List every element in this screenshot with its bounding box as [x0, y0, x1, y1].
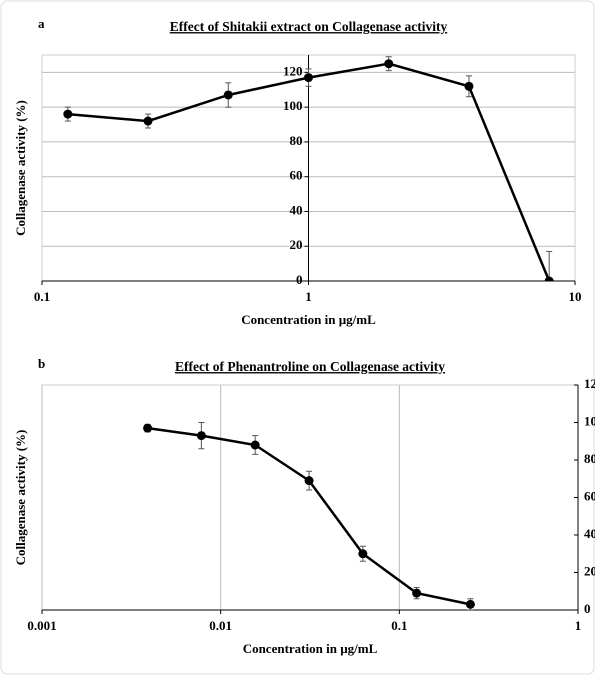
y-tick-label: 40: [290, 202, 303, 217]
y-tick-label: 80: [584, 451, 595, 466]
x-tick-label: 1: [575, 618, 582, 633]
data-point: [143, 423, 153, 433]
data-point: [250, 440, 260, 450]
y-axis-label: Collagenase activity (%): [13, 430, 28, 566]
x-axis-label: Concentration in µg/mL: [243, 641, 378, 656]
y-tick-label: 20: [290, 237, 303, 252]
data-point: [358, 549, 368, 559]
x-tick-label: 0.01: [209, 618, 232, 633]
chart-title: Effect of Phenantroline on Collagenase a…: [175, 359, 445, 374]
data-point: [464, 81, 474, 91]
y-tick-label: 100: [584, 413, 595, 428]
data-point: [465, 599, 475, 609]
data-layer: [143, 422, 475, 610]
y-tick-label: 80: [290, 133, 303, 148]
data-point: [196, 431, 206, 441]
chart-title: Effect of Shitakii extract on Collagenas…: [170, 19, 448, 34]
x-tick-label: 0.1: [391, 618, 407, 633]
y-tick-label: 120: [283, 63, 303, 78]
y-tick-label: 60: [584, 488, 595, 503]
y-axis-label: Collagenase activity (%): [13, 100, 28, 236]
panel-label: a: [38, 16, 45, 31]
x-tick-label: 10: [569, 289, 582, 304]
data-point: [63, 109, 73, 119]
panel-label: b: [38, 356, 45, 371]
y-tick-label: 20: [584, 563, 595, 578]
data-point: [412, 588, 422, 598]
x-tick-label: 0.001: [27, 618, 56, 633]
y-tick-label: 100: [283, 98, 303, 113]
data-point: [544, 276, 554, 281]
data-point: [143, 116, 153, 126]
x-axis-label: Concentration in µg/mL: [241, 312, 376, 327]
data-point: [384, 59, 394, 69]
data-point: [304, 476, 314, 486]
y-tick-label: 60: [290, 168, 303, 183]
data-layer: [63, 56, 554, 281]
y-tick-label: 120: [584, 376, 595, 391]
y-tick-label: 0: [584, 601, 591, 616]
y-tick-label: 0: [296, 272, 303, 287]
data-point: [304, 73, 313, 83]
data-point: [223, 90, 233, 100]
y-tick-label: 40: [584, 526, 595, 541]
x-tick-label: 0.1: [34, 289, 50, 304]
x-tick-label: 1: [305, 289, 312, 304]
